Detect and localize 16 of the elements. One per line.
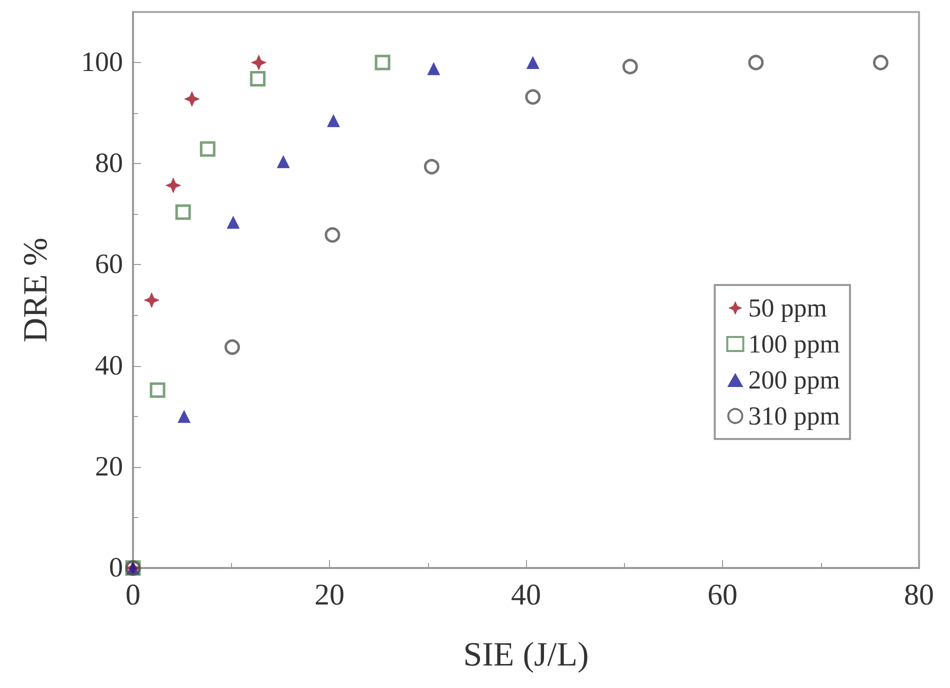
- legend-label: 310 ppm: [748, 402, 840, 430]
- x-tick-label: 40: [511, 578, 541, 612]
- y-tick-label: 80: [95, 148, 123, 180]
- y-tick-label: 0: [109, 552, 123, 584]
- y-axis-title: DRE %: [18, 238, 54, 342]
- x-tick-label: 20: [314, 578, 344, 612]
- y-tick-label: 20: [95, 451, 123, 482]
- legend-label: 200 ppm: [748, 366, 840, 394]
- x-tick-label: 60: [708, 578, 738, 612]
- legend-label: 50 ppm: [748, 294, 828, 322]
- y-tick-label: 100: [81, 47, 123, 78]
- y-tick-label: 60: [95, 249, 123, 280]
- x-tick-label: 80: [904, 578, 934, 612]
- x-axis-title: SIE (J/L): [463, 636, 589, 674]
- y-tick-label: 40: [95, 350, 123, 382]
- legend-label: 100 ppm: [748, 330, 840, 358]
